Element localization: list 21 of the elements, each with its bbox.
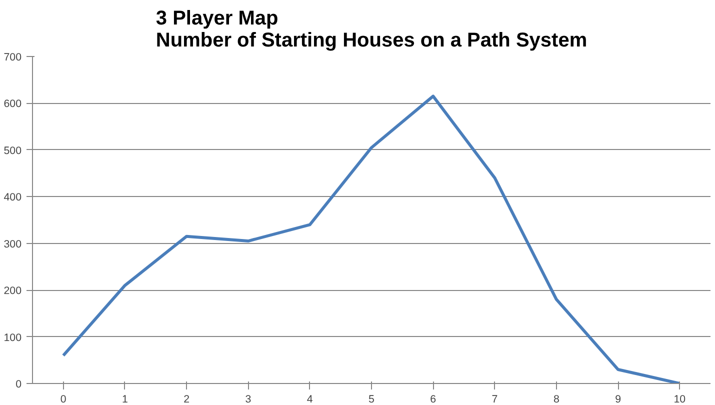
chart-title: 3 Player Map Number of Starting Houses on a Path System <box>156 8 588 52</box>
x-tick-label: 4 <box>306 394 313 405</box>
x-tick-label: 8 <box>553 394 560 405</box>
x-tick-label: 0 <box>60 394 66 405</box>
x-tick-label: 3 <box>245 394 252 405</box>
x-tick-label: 2 <box>184 394 190 405</box>
x-tick-label: 7 <box>492 394 498 405</box>
x-tick-label: 10 <box>674 394 686 405</box>
y-tick-label: 700 <box>4 52 22 64</box>
x-tick-label: 9 <box>615 394 622 405</box>
y-tick-label: 200 <box>4 285 22 298</box>
y-tick-label: 600 <box>4 98 22 110</box>
y-tick-label: 0 <box>16 378 22 390</box>
line-series <box>62 94 682 384</box>
x-tick-label: 6 <box>430 394 436 405</box>
y-tick-label: 100 <box>4 332 22 344</box>
x-tick-label: 5 <box>368 394 375 405</box>
y-tick-label: 300 <box>4 238 22 250</box>
y-tick-label: 500 <box>4 144 22 157</box>
x-tick-label: 1 <box>122 394 128 405</box>
y-tick-label: 400 <box>4 192 22 204</box>
